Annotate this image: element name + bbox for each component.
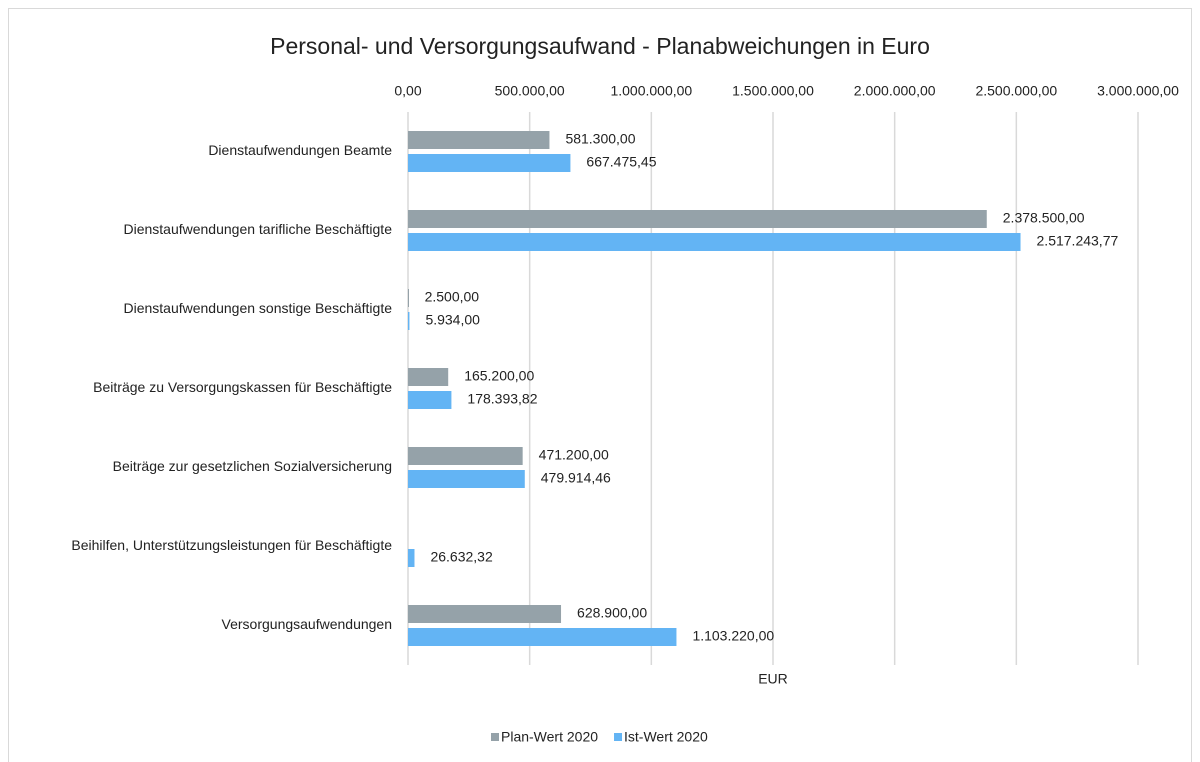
- data-label: 581.300,00: [565, 131, 635, 147]
- legend-label: Plan-Wert 2020: [501, 729, 598, 745]
- data-label: 178.393,82: [467, 391, 537, 407]
- x-tick-label: 2.000.000,00: [854, 83, 936, 99]
- x-tick-label: 3.000.000,00: [1097, 83, 1179, 99]
- bar: [408, 154, 571, 172]
- bar: [408, 628, 677, 646]
- data-label: 165.200,00: [464, 368, 534, 384]
- x-axis-label: EUR: [758, 671, 788, 687]
- legend-swatch: [491, 733, 499, 741]
- bar: [408, 368, 449, 386]
- legend-swatch: [614, 733, 623, 741]
- bar: [408, 233, 1021, 251]
- data-label: 2.517.243,77: [1037, 233, 1119, 249]
- data-label: 2.378.500,00: [1003, 210, 1085, 226]
- data-label: 479.914,46: [541, 470, 611, 486]
- bar: [408, 131, 550, 149]
- x-tick-label: 500.000,00: [495, 83, 565, 99]
- data-label: 2.500,00: [425, 289, 480, 305]
- data-label: 26.632,32: [430, 549, 492, 565]
- data-label: 628.900,00: [577, 605, 647, 621]
- bar: [408, 391, 452, 409]
- y-tick-label: Dienstaufwendungen sonstige Beschäftigte: [123, 300, 392, 316]
- y-tick-label: Beiträge zur gesetzlichen Sozialversiche…: [113, 458, 392, 474]
- x-tick-label: 2.500.000,00: [975, 83, 1057, 99]
- x-tick-label: 1.500.000,00: [732, 83, 814, 99]
- bar: [408, 447, 523, 465]
- x-tick-label: 1.000.000,00: [610, 83, 692, 99]
- data-label: 667.475,45: [586, 154, 656, 170]
- y-tick-label: Versorgungsaufwendungen: [222, 616, 392, 632]
- bar: [408, 605, 562, 623]
- y-tick-label: Beiträge zu Versorgungskassen für Beschä…: [93, 379, 392, 395]
- legend-label: Ist-Wert 2020: [624, 729, 708, 745]
- data-label: 5.934,00: [425, 312, 480, 328]
- y-tick-label: Dienstaufwendungen Beamte: [208, 142, 392, 158]
- bar: [408, 312, 410, 330]
- y-tick-label: Dienstaufwendungen tarifliche Beschäftig…: [123, 221, 392, 237]
- bar: [408, 549, 415, 567]
- data-label: 1.103.220,00: [692, 628, 774, 644]
- bar: [408, 470, 525, 488]
- y-tick-label: Beihilfen, Unterstützungsleistungen für …: [71, 537, 392, 553]
- bar: [408, 210, 987, 228]
- chart-title: Personal- und Versorgungsaufwand - Plana…: [270, 33, 930, 59]
- data-label: 471.200,00: [539, 447, 609, 463]
- x-tick-label: 0,00: [394, 83, 421, 99]
- bar: [408, 289, 409, 307]
